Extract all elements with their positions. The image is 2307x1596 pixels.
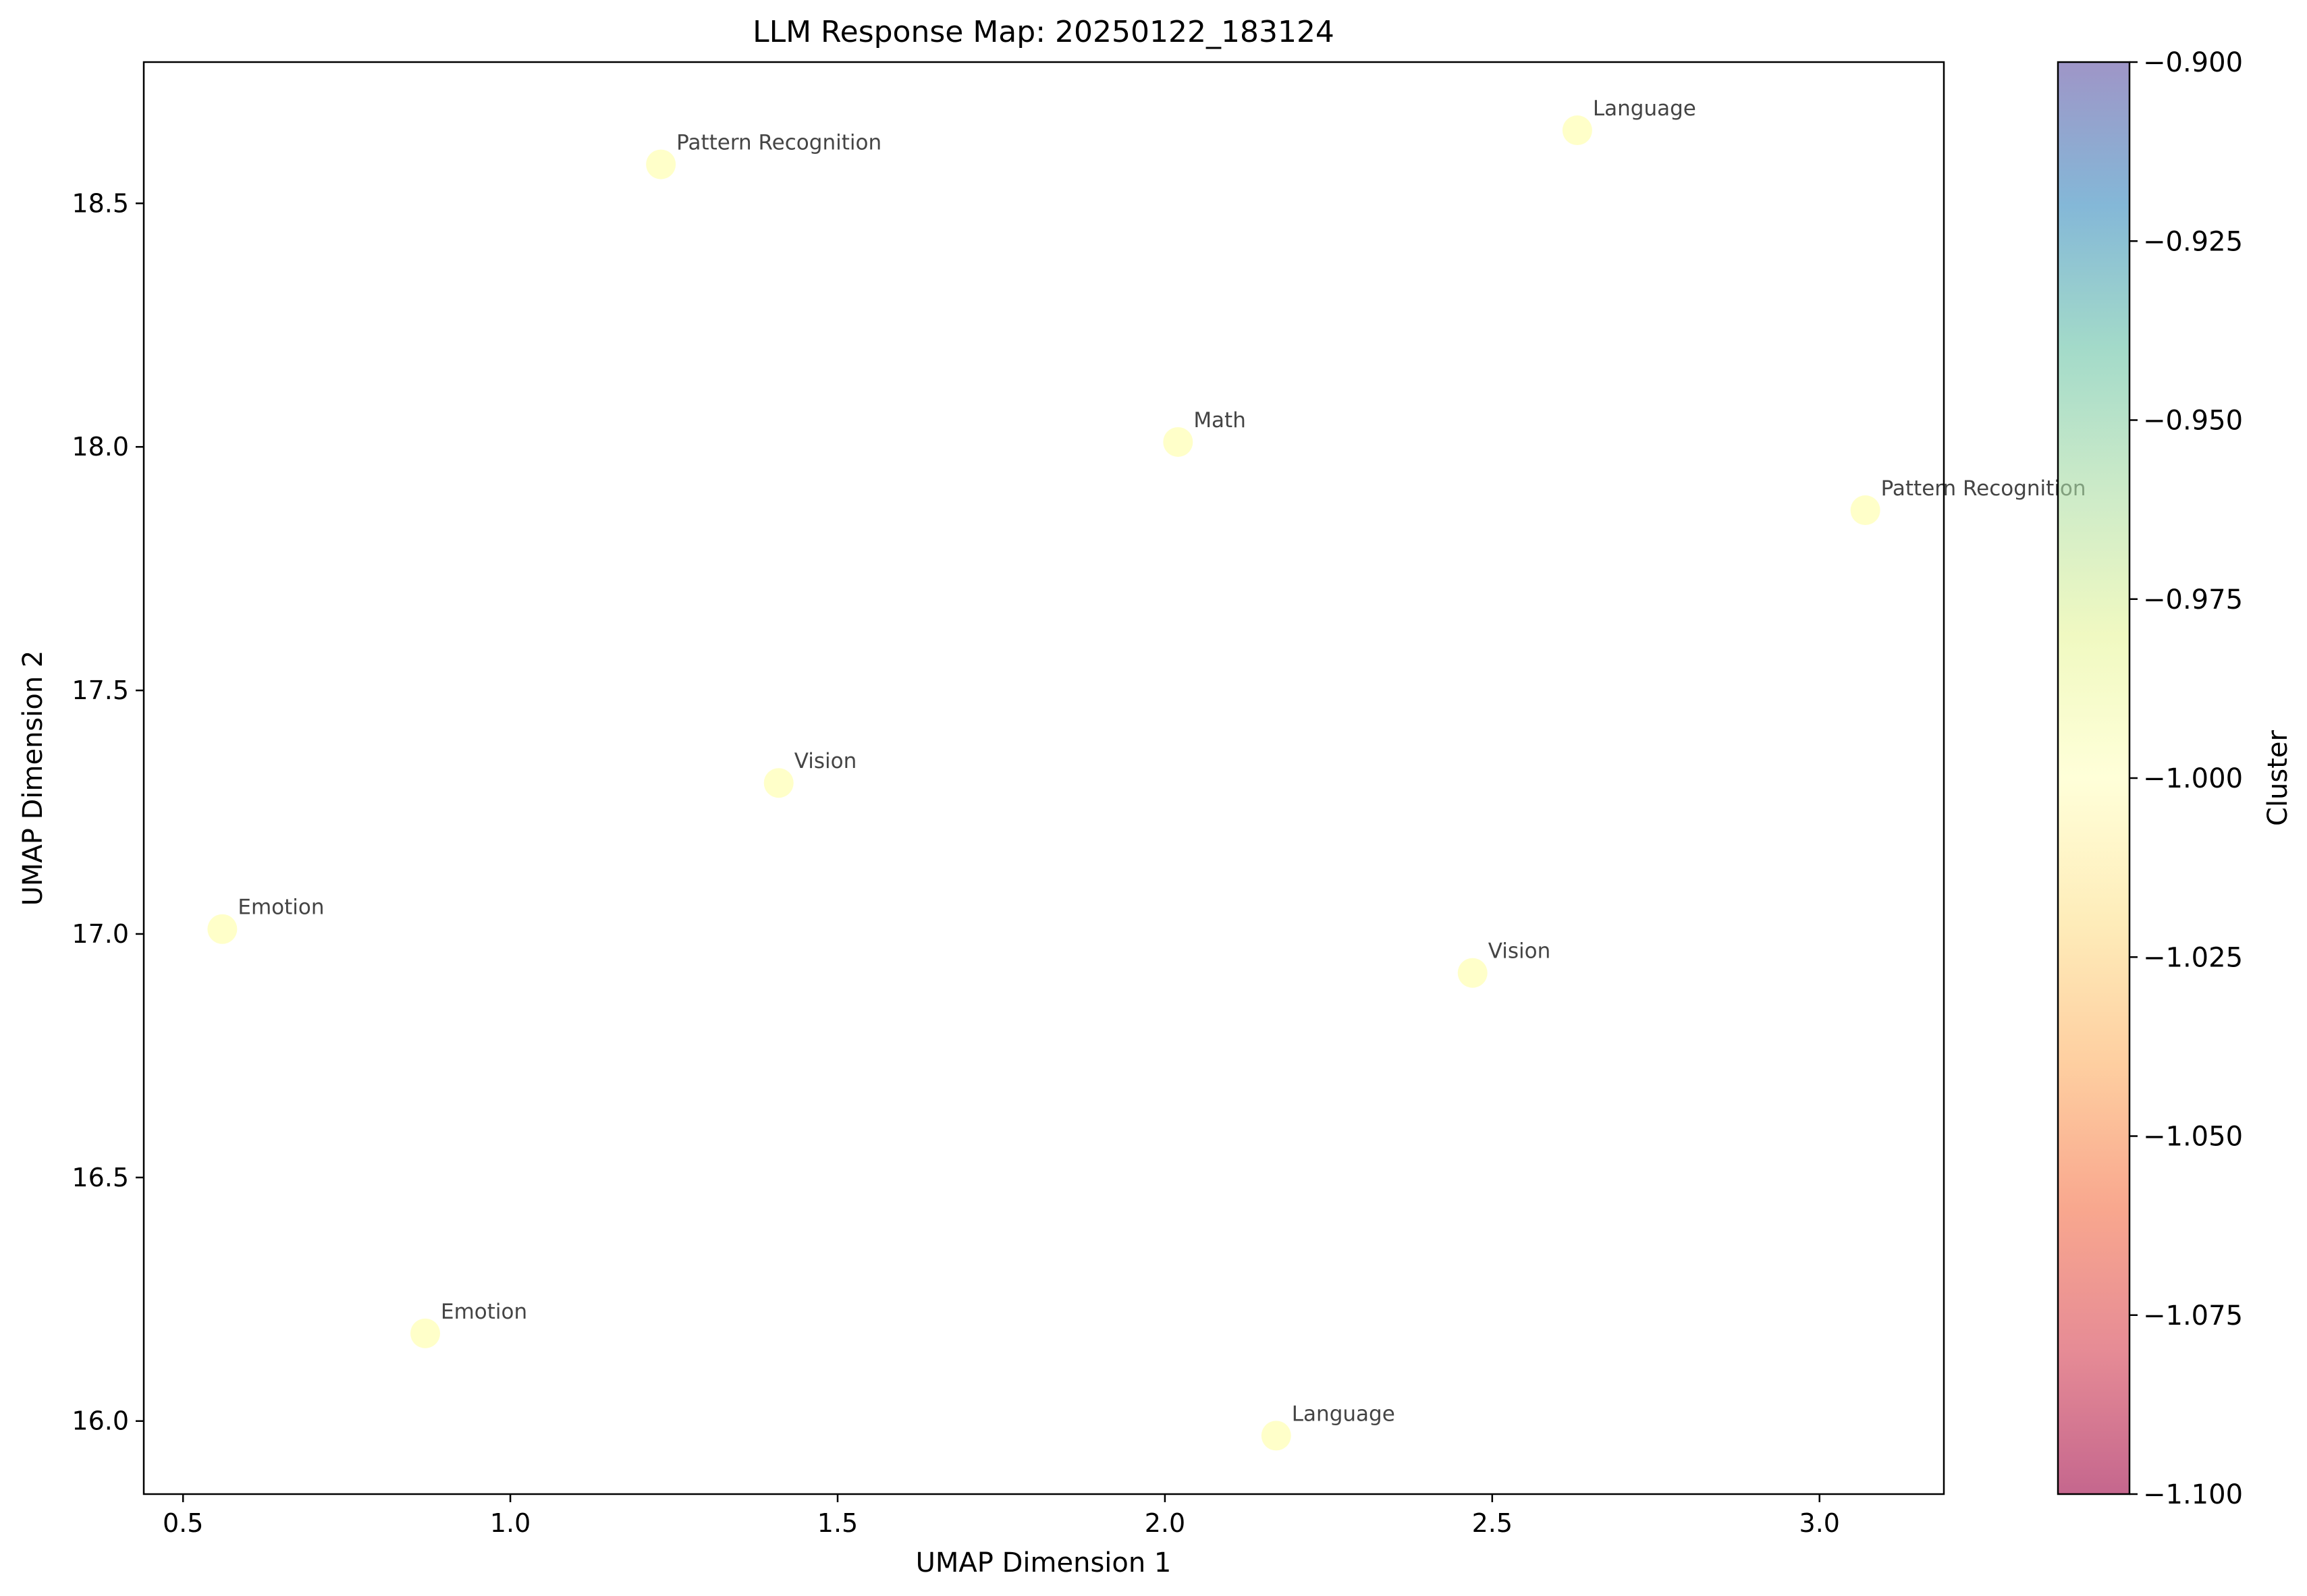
y-tick-label: 16.5 [72, 1163, 129, 1192]
scatter-points [207, 115, 1880, 1451]
y-axis-ticks: 16.0 16.5 17.0 17.5 18.0 18.5 [72, 188, 144, 1436]
data-point-label: Pattern Recognition [676, 131, 881, 155]
data-point-label: Emotion [238, 896, 324, 920]
colorbar-ticks: −0.900 −0.925 −0.950 −0.975 −1.000 −1.025 −1.0… [2129, 47, 2243, 1510]
colorbar-tick-label: −1.075 [2143, 1300, 2243, 1331]
y-tick-label: 17.5 [72, 676, 129, 705]
chart-title: LLM Response Map: 20250122_183124 [753, 15, 1334, 49]
y-tick-label: 16.0 [72, 1406, 129, 1436]
x-tick-label: 2.0 [1145, 1508, 1185, 1538]
colorbar-tick-label: −0.975 [2143, 584, 2243, 615]
data-point-label: Language [1292, 1402, 1395, 1426]
colorbar: −0.900 −0.925 −0.950 −0.975 −1.000 −1.025 −1.0… [2057, 47, 2294, 1510]
colorbar-tick-label: −1.000 [2143, 763, 2243, 794]
y-tick-label: 17.0 [72, 919, 129, 949]
colorbar-label: Cluster [2262, 730, 2294, 826]
x-tick-label: 2.5 [1472, 1508, 1513, 1538]
x-tick-label: 1.0 [490, 1508, 531, 1538]
x-tick-label: 1.5 [817, 1508, 858, 1538]
data-point-label: Pattern Recognition [1881, 476, 2086, 501]
data-point [207, 914, 238, 944]
colorbar-tick-label: −0.925 [2143, 226, 2243, 257]
plot-frame [142, 61, 1945, 1495]
data-point-label: Vision [1488, 939, 1551, 964]
data-point [1850, 495, 1880, 526]
data-point-label: Math [1193, 408, 1246, 433]
x-axis-label: UMAP Dimension 1 [916, 1547, 1172, 1578]
y-tick-label: 18.5 [72, 188, 129, 218]
colorbar-gradient [2058, 62, 2129, 1494]
colorbar-tick-label: −1.100 [2143, 1479, 2243, 1510]
y-axis-label: UMAP Dimension 2 [18, 651, 49, 906]
x-tick-label: 0.5 [163, 1508, 203, 1538]
data-point-label: Language [1593, 97, 1696, 121]
data-point [1457, 958, 1488, 988]
x-axis-ticks: 0.5 1.0 1.5 2.0 2.5 3.0 [163, 1494, 1840, 1538]
data-point [1261, 1421, 1291, 1451]
colorbar-tick-label: −0.900 [2143, 47, 2243, 78]
data-point [646, 149, 676, 180]
plot-area: 0.5 1.0 1.5 2.0 2.5 3.0 16.016.517.017.518.01… [72, 61, 2086, 1538]
data-point [1163, 426, 1193, 457]
data-point [410, 1318, 441, 1348]
colorbar-tick-label: −1.025 [2143, 942, 2243, 973]
point-labels: Pattern Recognition Language Math Pattern R… [238, 97, 2086, 1426]
data-point-label: Emotion [441, 1300, 527, 1324]
colorbar-frame [2057, 61, 2131, 1495]
colorbar-tick-label: −1.050 [2143, 1122, 2243, 1153]
x-tick-label: 3.0 [1799, 1508, 1840, 1538]
y-tick-label: 18.0 [72, 432, 129, 462]
data-point [763, 768, 794, 798]
data-point-label: Vision [794, 749, 857, 773]
colorbar-tick-label: −0.950 [2143, 406, 2243, 437]
data-point [1562, 115, 1592, 146]
